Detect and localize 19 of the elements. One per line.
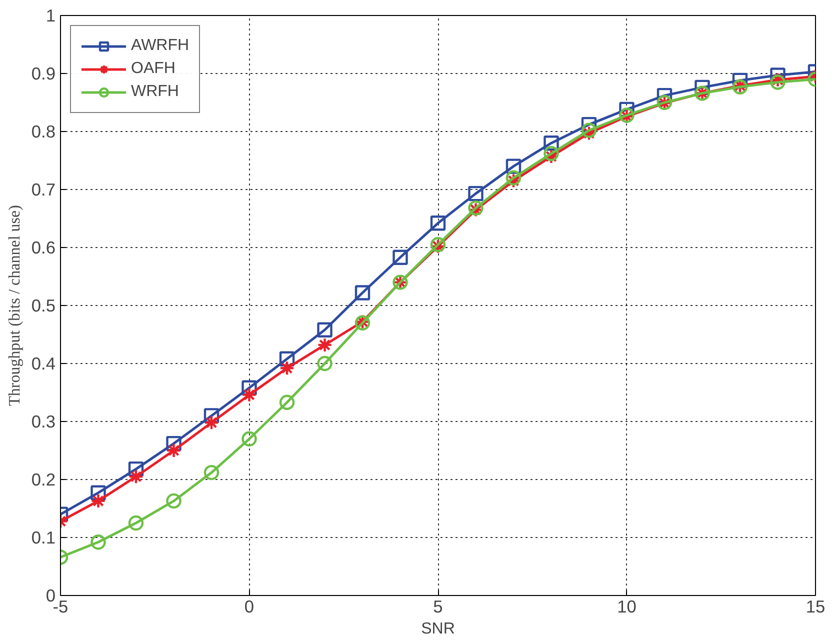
y-tick-label: 0.4: [31, 354, 56, 374]
x-tick-label: 10: [617, 596, 636, 616]
y-axis-title: Throughput (bits / channel use): [6, 205, 24, 406]
y-tick-label: 0.3: [31, 412, 56, 432]
y-tick-label: 0.9: [31, 64, 56, 84]
y-tick-label: 0.1: [31, 528, 56, 548]
x-tick-label: 5: [433, 596, 443, 616]
legend-label: AWRFH: [131, 37, 190, 55]
x-axis-title: SNR: [421, 620, 455, 638]
x-tick-label: 0: [244, 596, 254, 616]
y-tick-label: 1: [46, 6, 56, 26]
x-tick-label: 15: [806, 596, 826, 616]
legend-label: OAFH: [131, 60, 176, 78]
y-tick-label: 0.6: [31, 238, 56, 258]
legend-label: WRFH: [131, 83, 179, 101]
y-tick-label: 0.5: [31, 296, 56, 316]
y-tick-label: 0.2: [31, 470, 56, 490]
y-tick-label: 0.7: [31, 180, 56, 200]
y-tick-label: 0.8: [31, 122, 56, 142]
